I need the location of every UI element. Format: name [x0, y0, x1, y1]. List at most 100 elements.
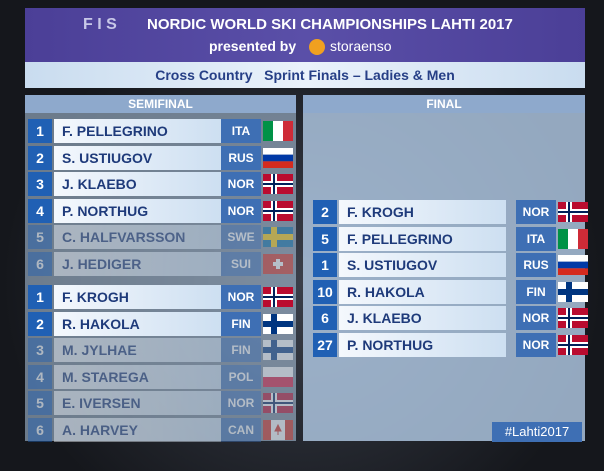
position: 4: [28, 364, 52, 389]
position: 27: [313, 332, 337, 357]
position: 4: [28, 198, 52, 223]
athlete-name: F. KROGH: [339, 200, 506, 224]
position: 6: [28, 251, 52, 276]
flag: [263, 340, 293, 360]
country-code: NOR: [516, 332, 556, 357]
position: 6: [313, 306, 337, 330]
country-code: ITA: [221, 119, 261, 143]
hashtag: #Lahti2017: [492, 422, 582, 442]
final-panel: FINAL 2 F. KROGH NOR 5 F. PELLEGRINO ITA 1 S. U…: [303, 95, 588, 441]
logo: F I S: [83, 16, 117, 33]
flag: [558, 228, 588, 249]
result-row: 4 M. STAREGA POL: [28, 364, 293, 389]
country-code: RUS: [221, 145, 261, 170]
country-code: NOR: [516, 200, 556, 224]
position: 5: [313, 226, 337, 251]
flag: [558, 255, 588, 275]
country-code: NOR: [221, 285, 261, 309]
country-code: RUS: [516, 253, 556, 277]
result-row: 5 F. PELLEGRINO ITA: [313, 226, 588, 251]
flag: [263, 287, 293, 307]
athlete-name: F. KROGH: [54, 285, 221, 309]
position: 2: [28, 311, 52, 336]
position: 2: [28, 145, 52, 170]
athlete-name: M. JYLHAE: [54, 338, 221, 362]
flag: [263, 121, 293, 141]
sponsor: storaenso: [330, 38, 392, 54]
result-row: 1 F. KROGH NOR: [28, 285, 293, 309]
flag: [558, 281, 588, 302]
position: 1: [28, 285, 52, 309]
position: 5: [28, 391, 52, 415]
result-row: 2 R. HAKOLA FIN: [28, 311, 293, 336]
country-code: POL: [221, 364, 261, 389]
athlete-name: C. HALFVARSSON: [54, 225, 221, 249]
result-row: 2 F. KROGH NOR: [313, 200, 588, 224]
athlete-name: P. NORTHUG: [339, 332, 506, 357]
result-row: 10 R. HAKOLA FIN: [313, 279, 588, 304]
country-code: SUI: [221, 251, 261, 276]
result-row: 5 E. IVERSEN NOR: [28, 391, 293, 415]
flag: [263, 366, 293, 387]
title: NORDIC WORLD SKI CHAMPIONSHIPS LAHTI 201…: [147, 16, 513, 33]
athlete-name: A. HARVEY: [54, 417, 221, 442]
country-code: NOR: [516, 306, 556, 330]
athlete-name: F. PELLEGRINO: [54, 119, 221, 143]
country-code: NOR: [221, 198, 261, 223]
sponsor-icon: [309, 39, 325, 55]
position: 3: [28, 172, 52, 196]
result-row: 3 J. KLAEBO NOR: [28, 172, 293, 196]
position: 3: [28, 338, 52, 362]
result-row: 6 J. KLAEBO NOR: [313, 306, 588, 330]
athlete-name: S. USTIUGOV: [54, 145, 221, 170]
athlete-name: J. KLAEBO: [339, 306, 506, 330]
position: 10: [313, 279, 337, 304]
result-row: 5 C. HALFVARSSON SWE: [28, 225, 293, 249]
flag: [558, 308, 588, 328]
country-code: CAN: [221, 417, 261, 442]
result-row: 3 M. JYLHAE FIN: [28, 338, 293, 362]
position: 1: [28, 119, 52, 143]
result-row: 6 J. HEDIGER SUI: [28, 251, 293, 276]
position: 2: [313, 200, 337, 224]
flag: [558, 202, 588, 222]
position: 1: [313, 253, 337, 277]
country-code: NOR: [221, 172, 261, 196]
result-row: 6 A. HARVEY CAN: [28, 417, 293, 442]
athlete-name: M. STAREGA: [54, 364, 221, 389]
flag: [263, 419, 293, 440]
athlete-name: S. USTIUGOV: [339, 253, 506, 277]
athlete-name: J. KLAEBO: [54, 172, 221, 196]
result-row: 4 P. NORTHUG NOR: [28, 198, 293, 223]
subtitle: Cross Country Sprint Finals – Ladies & M…: [25, 62, 585, 88]
athlete-name: J. HEDIGER: [54, 251, 221, 276]
athlete-name: P. NORTHUG: [54, 198, 221, 223]
flag: [558, 334, 588, 355]
panel-title: SEMIFINAL: [25, 95, 296, 113]
presented-by: presented by: [209, 38, 297, 54]
panel-title: FINAL: [303, 95, 585, 113]
country-code: ITA: [516, 226, 556, 251]
semifinal-panel: SEMIFINAL 1 F. PELLEGRINO ITA 2 S. USTIUGOV R…: [25, 95, 296, 442]
country-code: FIN: [516, 279, 556, 304]
flag: [263, 313, 293, 334]
title-bar: F I S NORDIC WORLD SKI CHAMPIONSHIPS LAH…: [25, 8, 585, 62]
flag: [263, 393, 293, 413]
flag: [263, 200, 293, 221]
position: 5: [28, 225, 52, 249]
athlete-name: E. IVERSEN: [54, 391, 221, 415]
result-row: 2 S. USTIUGOV RUS: [28, 145, 293, 170]
country-code: FIN: [221, 311, 261, 336]
flag: [263, 147, 293, 168]
country-code: SWE: [221, 225, 261, 249]
flag: [263, 253, 293, 274]
position: 6: [28, 417, 52, 442]
country-code: FIN: [221, 338, 261, 362]
flag: [263, 174, 293, 194]
result-row: 1 F. PELLEGRINO ITA: [28, 119, 293, 143]
athlete-name: R. HAKOLA: [54, 311, 221, 336]
result-row: 27 P. NORTHUG NOR: [313, 332, 588, 357]
flag: [263, 227, 293, 247]
athlete-name: R. HAKOLA: [339, 279, 506, 304]
